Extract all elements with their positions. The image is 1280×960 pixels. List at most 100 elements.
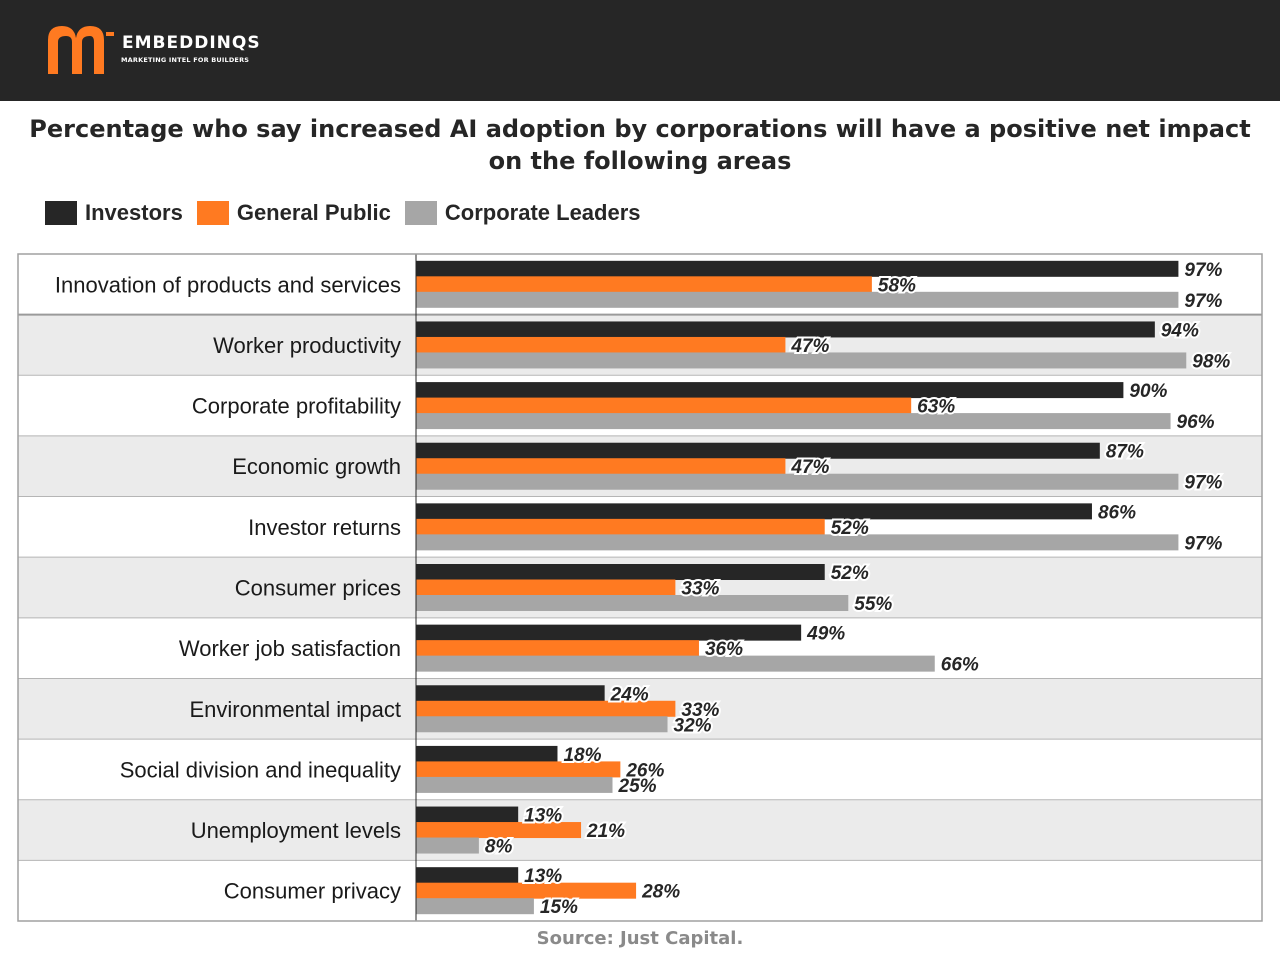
data-label: 97%	[1184, 260, 1222, 281]
legend-item-investors: Investors	[45, 200, 183, 226]
data-label: 90%	[1129, 381, 1167, 402]
bar	[416, 564, 825, 580]
data-label: 63%	[917, 397, 955, 418]
category-row: Corporate profitability 90% 63% 96%	[18, 375, 1262, 436]
category-label: Worker job satisfaction	[179, 636, 401, 661]
category-row: Unemployment levels 13% 21% 8%	[18, 799, 1262, 861]
bar	[416, 579, 676, 596]
bar	[416, 260, 1179, 277]
bar	[416, 655, 935, 672]
data-label: 52%	[831, 518, 869, 539]
data-label: 13%	[524, 806, 562, 827]
category-label: Unemployment levels	[191, 818, 401, 843]
data-label: 21%	[586, 821, 625, 842]
data-label: 55%	[854, 594, 892, 615]
data-label: 28%	[641, 882, 680, 903]
chart-border	[17, 253, 1263, 922]
category-row: Social division and inequality 18% 26%25%	[18, 739, 1262, 800]
category-row: Worker productivity 94% 47% 98%	[18, 314, 1262, 376]
data-label: 86%	[1098, 502, 1136, 523]
category-label: Innovation of products and services	[55, 272, 401, 297]
data-label: 66%	[941, 655, 979, 676]
bar	[416, 882, 637, 899]
data-label: 33%	[681, 700, 719, 721]
row-background	[18, 860, 1262, 921]
category-label: Environmental impact	[189, 697, 401, 722]
bar	[416, 397, 912, 414]
bar	[416, 640, 699, 657]
data-label: 24%	[610, 684, 649, 705]
category-row: Worker job satisfaction 49% 36% 66%	[18, 617, 1262, 679]
data-label: 8%	[485, 837, 513, 858]
legend-swatch	[196, 201, 229, 225]
chart-legend: Investors General Public Corporate Leade…	[45, 199, 655, 227]
chart-title: Percentage who say increased AI adoption…	[29, 115, 1251, 175]
logo-mark-icon	[48, 26, 114, 74]
bar	[416, 352, 1187, 369]
bar	[416, 518, 825, 535]
bar	[416, 473, 1179, 490]
legend-label: Corporate Leaders	[444, 200, 641, 225]
data-label: 13%	[524, 866, 562, 887]
category-label: Corporate profitability	[192, 394, 401, 419]
category-label: Economic growth	[232, 454, 401, 479]
header-bar: EMBEDDINQS MARKETING INTEL FOR BUILDERS	[0, 0, 1280, 101]
data-label: 98%	[1192, 351, 1230, 372]
data-label: 32%	[674, 715, 712, 736]
data-label: 47%	[790, 336, 829, 357]
category-row: Environmental impact 24% 33%32%	[18, 678, 1262, 740]
bar	[416, 276, 872, 293]
bar	[416, 291, 1179, 308]
bar	[416, 442, 1100, 459]
category-label: Consumer prices	[235, 576, 401, 601]
legend-label: Investors	[85, 200, 183, 225]
data-label: 96%	[1177, 412, 1215, 433]
data-label: 18%	[563, 745, 601, 766]
bar	[416, 503, 1092, 520]
data-label: 58%	[878, 275, 916, 296]
category-row: Economic growth 87% 47% 97%	[18, 435, 1262, 497]
data-label: 36%	[705, 639, 743, 660]
category-row: Innovation of products and services 97% 58…	[18, 254, 1262, 315]
bar	[416, 867, 519, 884]
bar	[416, 700, 676, 717]
data-label: 52%	[831, 563, 869, 584]
data-label: 26%	[625, 760, 664, 781]
data-label: 49%	[806, 624, 845, 645]
source-note: Source: Just Capital.	[536, 928, 744, 949]
data-label: 25%	[618, 776, 657, 797]
bar	[416, 413, 1171, 430]
brand-logo[interactable]: EMBEDDINQS MARKETING INTEL FOR BUILDERS	[44, 24, 260, 76]
category-row: Investor returns 86% 52% 97%	[18, 496, 1262, 558]
bar	[416, 837, 479, 854]
data-label: 97%	[1184, 473, 1222, 494]
legend-label: General Public	[236, 200, 391, 225]
category-row: Consumer privacy 13% 28% 15%	[18, 860, 1262, 921]
bar	[416, 761, 621, 778]
category-label: Social division and inequality	[120, 757, 401, 782]
data-label: 47%	[790, 457, 829, 478]
data-label: 97%	[1184, 291, 1222, 312]
bar	[416, 745, 558, 762]
data-label: 33%	[681, 579, 719, 600]
category-label: Worker productivity	[213, 333, 401, 358]
row-background	[18, 739, 1262, 800]
data-label: 94%	[1161, 320, 1199, 341]
legend-swatch	[45, 201, 77, 225]
bar	[416, 534, 1179, 551]
legend-swatch	[404, 201, 437, 225]
category-row: Consumer prices 52% 33% 55%	[18, 557, 1262, 618]
category-label: Investor returns	[248, 515, 401, 540]
bar	[416, 624, 802, 641]
legend-item-corporate-leaders: Corporate Leaders	[404, 200, 641, 226]
category-label: Consumer privacy	[224, 879, 401, 904]
data-label: 97%	[1184, 533, 1222, 554]
data-label: 87%	[1106, 442, 1144, 463]
bar	[416, 822, 582, 839]
bar	[416, 336, 786, 353]
legend-item-general-public: General Public	[196, 200, 391, 226]
brand-name: EMBEDDINQS	[122, 33, 261, 53]
bar	[416, 898, 534, 915]
bar	[416, 806, 519, 823]
